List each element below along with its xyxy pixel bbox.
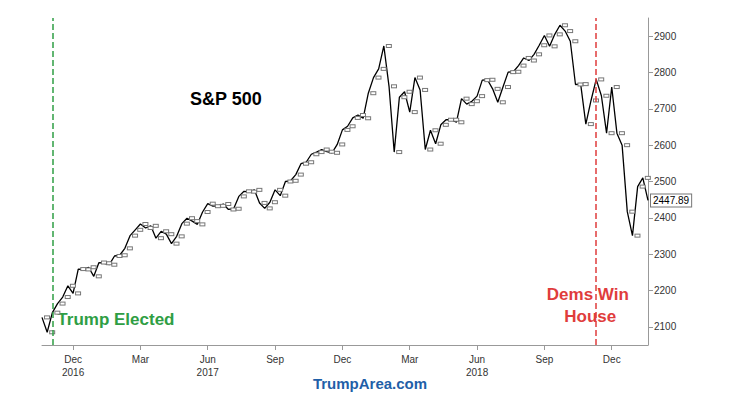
svg-text:2500: 2500 <box>654 176 677 187</box>
svg-text:2900: 2900 <box>654 31 677 42</box>
svg-text:2017: 2017 <box>197 367 220 378</box>
svg-text:Dec: Dec <box>334 354 352 365</box>
svg-text:Dec: Dec <box>603 354 621 365</box>
svg-text:2600: 2600 <box>654 140 677 151</box>
svg-text:2700: 2700 <box>654 103 677 114</box>
svg-text:2400: 2400 <box>654 212 677 223</box>
svg-text:Sep: Sep <box>536 354 554 365</box>
svg-text:S&P 500: S&P 500 <box>190 89 262 109</box>
svg-text:TrumpArea.com: TrumpArea.com <box>313 375 427 392</box>
svg-text:Mar: Mar <box>132 354 150 365</box>
svg-text:Dec: Dec <box>64 354 82 365</box>
svg-text:2447.89: 2447.89 <box>653 195 690 206</box>
svg-text:2018: 2018 <box>466 367 489 378</box>
svg-text:Jun: Jun <box>469 354 485 365</box>
svg-text:Dems Win: Dems Win <box>547 285 634 304</box>
svg-text:2300: 2300 <box>654 249 677 260</box>
svg-text:Jun: Jun <box>200 354 216 365</box>
svg-text:Mar: Mar <box>401 354 419 365</box>
svg-text:2016: 2016 <box>62 367 85 378</box>
svg-text:House: House <box>564 307 616 326</box>
svg-text:2800: 2800 <box>654 67 677 78</box>
svg-text:Sep: Sep <box>266 354 284 365</box>
svg-text:Trump Elected: Trump Elected <box>57 310 174 329</box>
svg-text:2200: 2200 <box>654 285 677 296</box>
svg-text:2100: 2100 <box>654 321 677 332</box>
